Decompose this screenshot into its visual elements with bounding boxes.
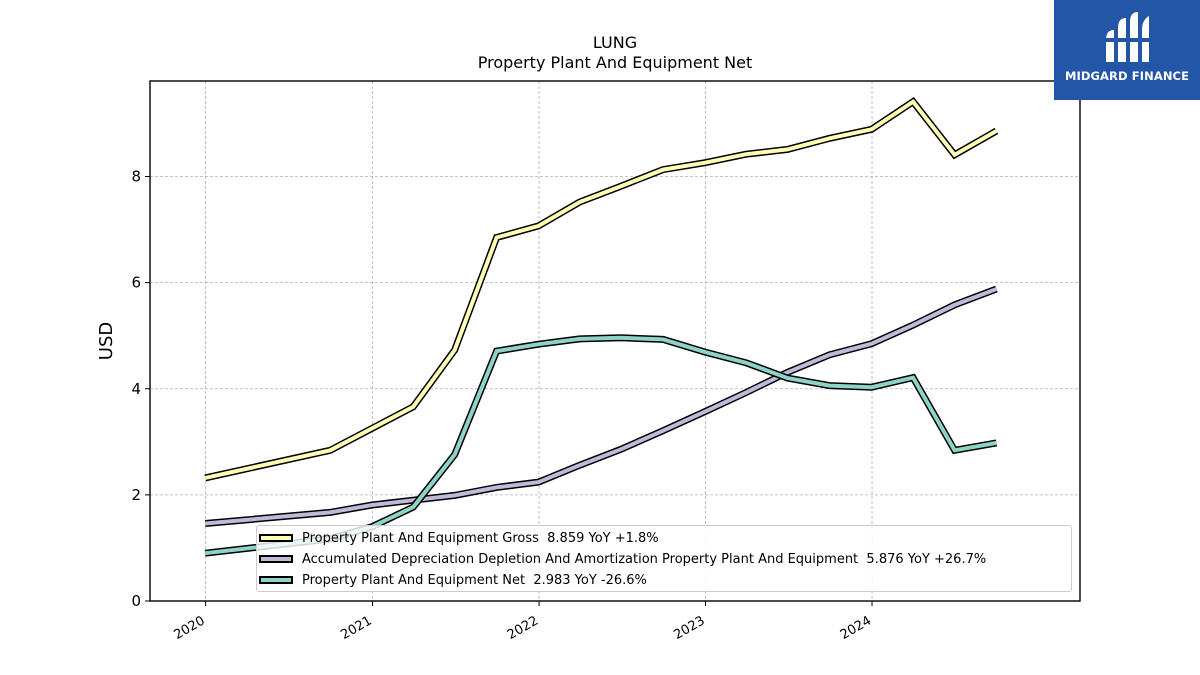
plot-frame	[149, 80, 1081, 602]
x-tick-label: 2020	[171, 613, 207, 643]
y-axis: 0 2 4 6 8	[131, 168, 150, 610]
legend-swatch-net	[259, 576, 293, 584]
legend-item-depreciation: Accumulated Depreciation Depletion And A…	[257, 549, 986, 569]
y-tick-label: 6	[131, 274, 141, 292]
series-line-outline	[204, 96, 999, 482]
series-line-outline	[204, 285, 998, 527]
y-axis-label: USD	[96, 322, 117, 360]
y-tick-label: 0	[131, 592, 141, 610]
x-tick-label: 2021	[338, 613, 374, 643]
series-line	[204, 99, 998, 480]
series-line	[205, 287, 998, 526]
legend-item-net: Property Plant And Equipment Net 2.983 Y…	[257, 570, 647, 590]
chart-title: LUNG	[593, 33, 637, 52]
chart-legend: Property Plant And Equipment Gross 8.859…	[256, 525, 1072, 592]
chart-subtitle: Property Plant And Equipment Net	[478, 53, 753, 72]
series-1	[204, 285, 998, 527]
legend-item-gross: Property Plant And Equipment Gross 8.859…	[257, 528, 659, 548]
y-tick-label: 2	[131, 486, 141, 504]
legend-swatch-depreciation	[259, 555, 293, 563]
series-line	[204, 335, 997, 556]
series-line-outline	[204, 334, 998, 557]
x-axis: 2020 2021 2022 2023 2024	[171, 601, 874, 643]
series-lines	[204, 96, 999, 557]
brand-logo: MIDGARD FINANCE	[1054, 0, 1200, 100]
x-tick-label: 2022	[505, 613, 541, 643]
legend-label-gross: Property Plant And Equipment Gross 8.859…	[302, 530, 659, 546]
x-tick-label: 2024	[838, 613, 874, 643]
logo-text: MIDGARD FINANCE	[1064, 69, 1190, 83]
y-tick-label: 8	[131, 168, 141, 186]
legend-swatch-gross	[259, 534, 293, 542]
series-0	[204, 96, 999, 482]
y-tick-label: 4	[131, 380, 141, 398]
logo-mark-icon	[1104, 12, 1151, 62]
x-tick-label: 2023	[671, 613, 707, 643]
legend-label-net: Property Plant And Equipment Net 2.983 Y…	[302, 572, 647, 588]
series-2	[204, 334, 998, 557]
grid-lines	[150, 81, 1080, 601]
legend-label-depreciation: Accumulated Depreciation Depletion And A…	[302, 551, 987, 567]
